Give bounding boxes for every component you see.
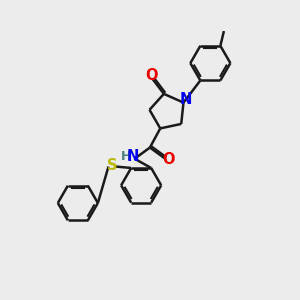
Text: O: O xyxy=(163,152,175,167)
Text: H: H xyxy=(121,151,132,164)
Text: N: N xyxy=(127,149,139,164)
Text: O: O xyxy=(145,68,158,82)
Text: N: N xyxy=(180,92,192,106)
Text: S: S xyxy=(107,158,117,173)
